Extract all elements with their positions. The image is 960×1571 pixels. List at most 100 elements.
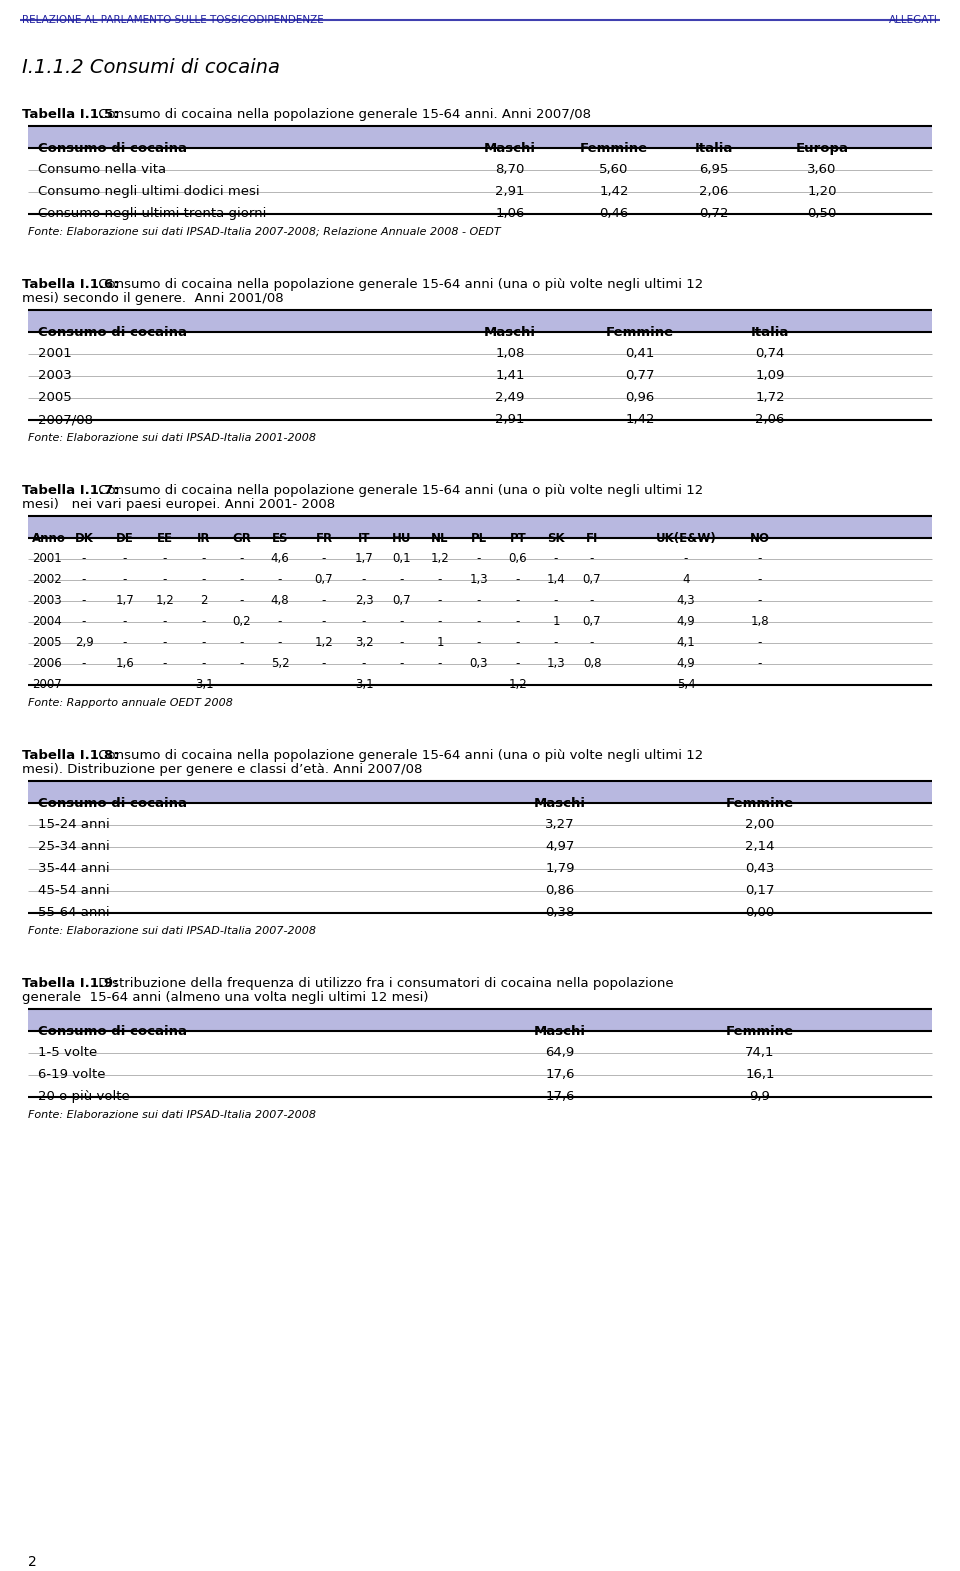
Text: Consumo negli ultimi dodici mesi: Consumo negli ultimi dodici mesi [38, 185, 259, 198]
Text: -: - [163, 573, 167, 586]
Text: 64,9: 64,9 [545, 1046, 575, 1059]
Text: -: - [240, 573, 244, 586]
Text: FI: FI [586, 533, 598, 545]
Text: -: - [477, 636, 481, 649]
Text: 0,43: 0,43 [745, 862, 775, 875]
Text: 1,79: 1,79 [545, 862, 575, 875]
Text: Tabella I.1.5:: Tabella I.1.5: [22, 108, 118, 121]
Text: -: - [438, 679, 443, 691]
Text: 0,96: 0,96 [625, 391, 655, 404]
Text: -: - [589, 679, 594, 691]
Text: 4,9: 4,9 [677, 657, 695, 669]
Text: 1,42: 1,42 [625, 413, 655, 426]
Text: Fonte: Rapporto annuale OEDT 2008: Fonte: Rapporto annuale OEDT 2008 [28, 698, 233, 709]
Text: -: - [438, 594, 443, 606]
Text: -: - [477, 679, 481, 691]
Text: 4,9: 4,9 [677, 614, 695, 628]
Text: -: - [123, 679, 127, 691]
Text: -: - [202, 636, 206, 649]
Text: Fonte: Elaborazione sui dati IPSAD-Italia 2001-2008: Fonte: Elaborazione sui dati IPSAD-Itali… [28, 434, 316, 443]
Text: 4: 4 [683, 573, 689, 586]
Text: -: - [277, 573, 282, 586]
Text: Consumo di cocaina: Consumo di cocaina [38, 327, 187, 339]
Text: NL: NL [431, 533, 448, 545]
Text: -: - [554, 594, 558, 606]
Text: 2005: 2005 [38, 391, 72, 404]
Text: 3,60: 3,60 [807, 163, 837, 176]
Text: Fonte: Elaborazione sui dati IPSAD-Italia 2007-2008: Fonte: Elaborazione sui dati IPSAD-Itali… [28, 1111, 316, 1120]
Text: 2: 2 [28, 1555, 36, 1569]
Text: 2,00: 2,00 [745, 818, 775, 831]
Text: -: - [163, 614, 167, 628]
Text: -: - [82, 679, 86, 691]
Text: 1,42: 1,42 [599, 185, 629, 198]
Text: 0,7: 0,7 [393, 594, 411, 606]
Text: -: - [240, 594, 244, 606]
Text: PT: PT [510, 533, 526, 545]
Text: 0,7: 0,7 [583, 614, 601, 628]
Text: 0,38: 0,38 [545, 906, 575, 919]
Text: PL: PL [471, 533, 487, 545]
Text: 0,6: 0,6 [509, 551, 527, 566]
Text: Europa: Europa [796, 141, 849, 156]
Text: Tabella I.1.9:: Tabella I.1.9: [22, 977, 118, 990]
Text: 2004: 2004 [32, 614, 61, 628]
Text: 1,8: 1,8 [751, 614, 769, 628]
Text: 2002: 2002 [32, 573, 61, 586]
Text: Anno: Anno [32, 533, 66, 545]
Text: Consumo di cocaina nella popolazione generale 15-64 anni (una o più volte negli : Consumo di cocaina nella popolazione gen… [94, 484, 704, 496]
Text: -: - [684, 551, 688, 566]
Text: -: - [516, 573, 520, 586]
Text: 0,2: 0,2 [232, 614, 252, 628]
Text: 0,7: 0,7 [315, 573, 333, 586]
Text: DE: DE [116, 533, 133, 545]
Text: Consumo di cocaina nella popolazione generale 15-64 anni (una o più volte negli : Consumo di cocaina nella popolazione gen… [94, 278, 704, 291]
Text: 0,74: 0,74 [756, 347, 784, 360]
Text: -: - [362, 573, 366, 586]
Text: mesi)   nei vari paesi europei. Anni 2001- 2008: mesi) nei vari paesi europei. Anni 2001-… [22, 498, 335, 511]
Bar [28, 1009, 932, 1031]
Text: 2,49: 2,49 [495, 391, 525, 404]
Text: 2,9: 2,9 [75, 636, 93, 649]
Text: Consumo di cocaina nella popolazione generale 15-64 anni. Anni 2007/08: Consumo di cocaina nella popolazione gen… [94, 108, 591, 121]
Text: -: - [163, 636, 167, 649]
Text: -: - [163, 551, 167, 566]
Bar [28, 309, 932, 331]
Text: -: - [438, 573, 443, 586]
Text: 2003: 2003 [38, 369, 72, 382]
Text: 4,3: 4,3 [677, 594, 695, 606]
Text: 1,06: 1,06 [495, 207, 525, 220]
Text: Fonte: Elaborazione sui dati IPSAD-Italia 2007-2008; Relazione Annuale 2008 - OE: Fonte: Elaborazione sui dati IPSAD-Itali… [28, 226, 500, 237]
Text: Tabella I.1.8:: Tabella I.1.8: [22, 749, 119, 762]
Text: 4,1: 4,1 [677, 636, 695, 649]
Text: -: - [589, 594, 594, 606]
Text: 2007/08: 2007/08 [38, 413, 93, 426]
Text: -: - [757, 636, 762, 649]
Text: 2006: 2006 [32, 657, 61, 669]
Text: 2,06: 2,06 [699, 185, 729, 198]
Text: 0,17: 0,17 [745, 884, 775, 897]
Text: -: - [123, 636, 127, 649]
Text: 1,7: 1,7 [115, 594, 134, 606]
Text: -: - [554, 636, 558, 649]
Text: -: - [554, 679, 558, 691]
Text: 45-54 anni: 45-54 anni [38, 884, 109, 897]
Text: -: - [322, 594, 326, 606]
Text: 1,2: 1,2 [509, 679, 527, 691]
Text: -: - [277, 636, 282, 649]
Text: SK: SK [547, 533, 564, 545]
Text: 1,7: 1,7 [354, 551, 373, 566]
Text: -: - [516, 594, 520, 606]
Text: -: - [362, 614, 366, 628]
Text: -: - [277, 614, 282, 628]
Text: -: - [277, 679, 282, 691]
Text: NO: NO [750, 533, 770, 545]
Text: 2,3: 2,3 [354, 594, 373, 606]
Text: 8,70: 8,70 [495, 163, 525, 176]
Text: 1: 1 [436, 636, 444, 649]
Text: -: - [123, 573, 127, 586]
Text: 2,06: 2,06 [756, 413, 784, 426]
Text: 0,00: 0,00 [745, 906, 775, 919]
Text: 0,7: 0,7 [583, 573, 601, 586]
Text: -: - [477, 594, 481, 606]
